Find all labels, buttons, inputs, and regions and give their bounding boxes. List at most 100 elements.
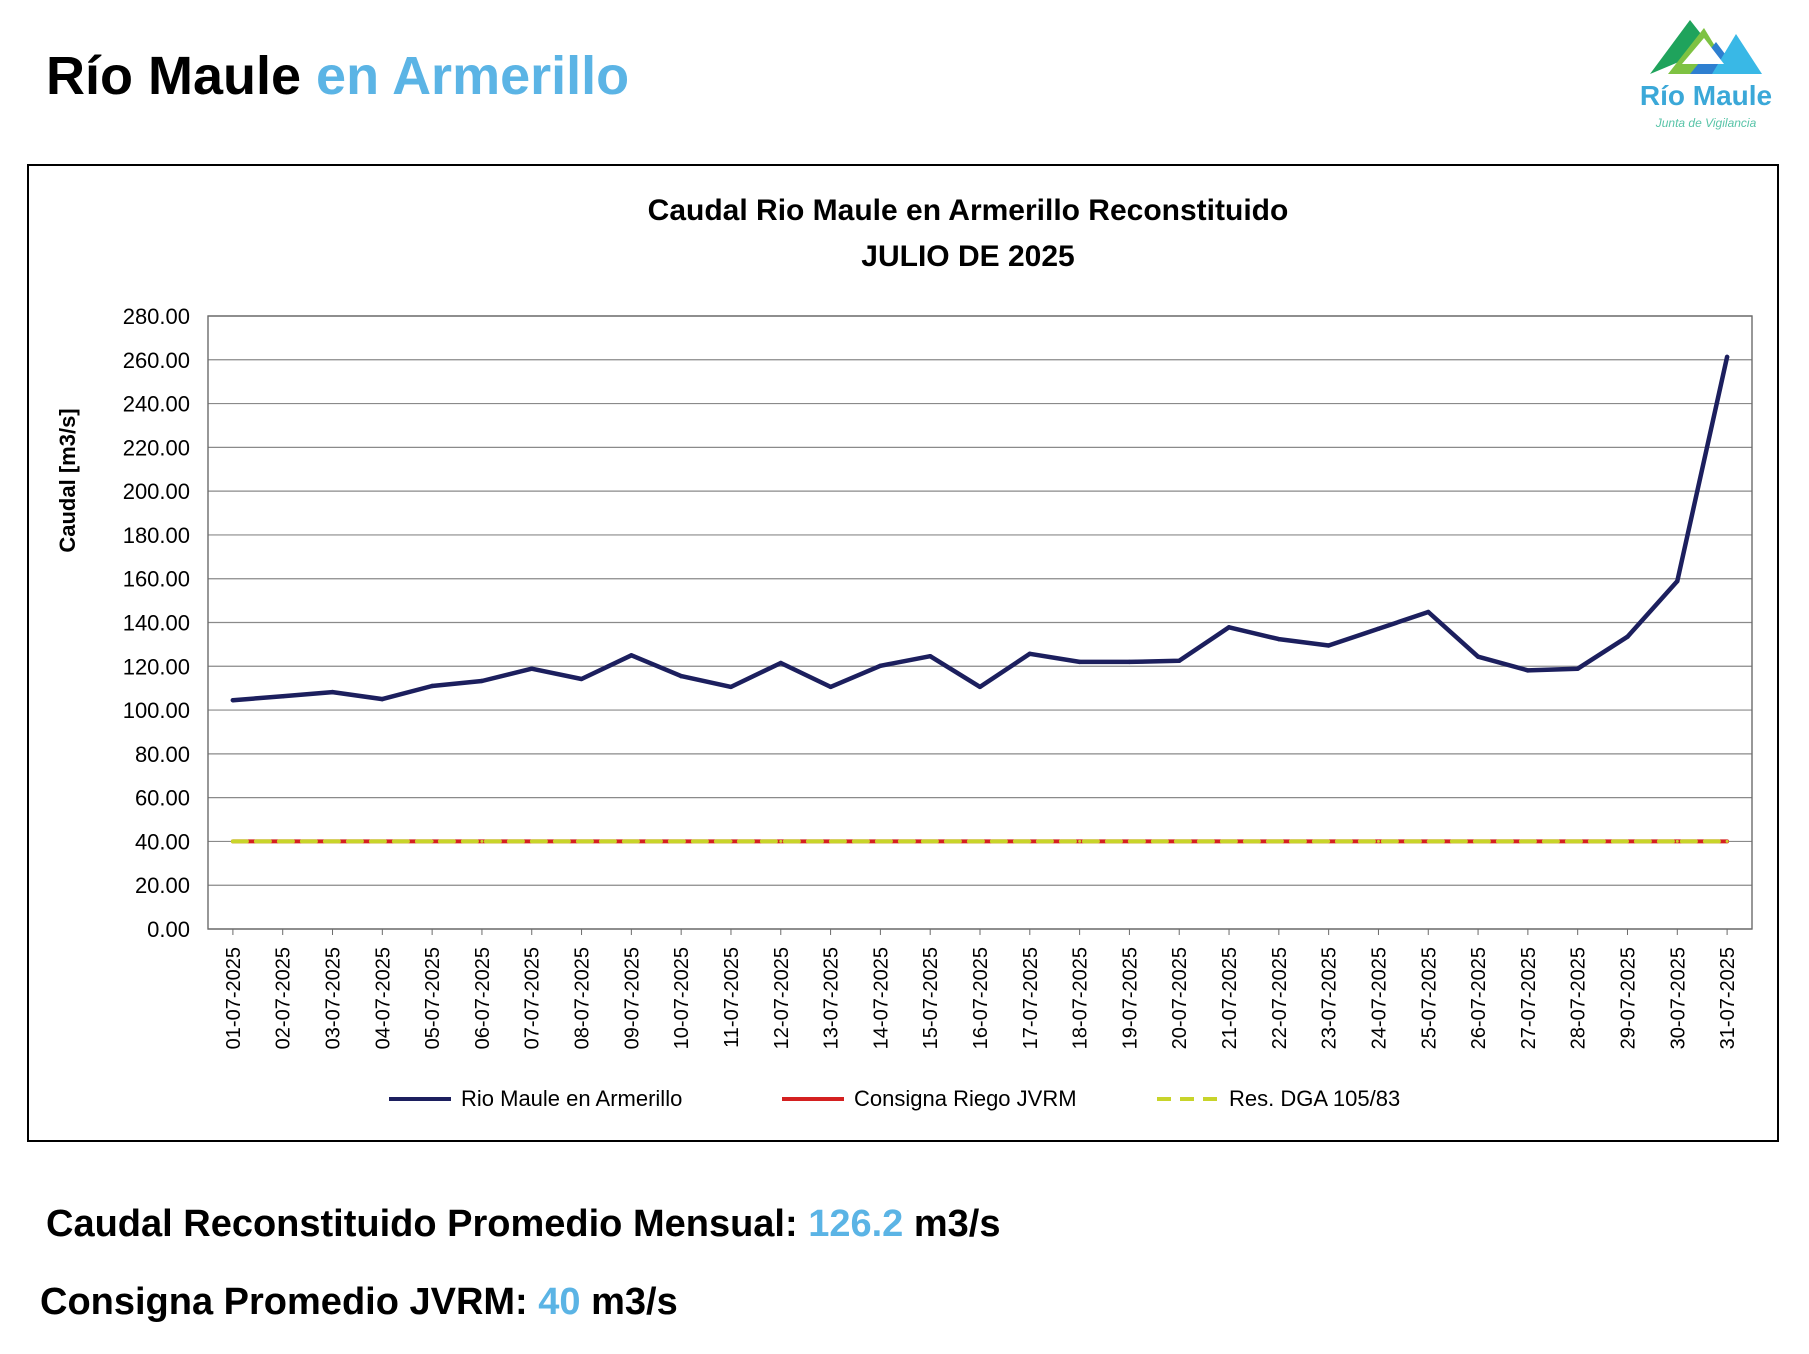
series-1-point bbox=[1127, 659, 1132, 665]
x-tick-label: 17-07-2025 bbox=[1020, 947, 1042, 1049]
series-3-point bbox=[331, 839, 335, 843]
series-3-point bbox=[580, 839, 584, 843]
series-3-point bbox=[829, 839, 833, 843]
series-3-point bbox=[928, 839, 932, 843]
series-1-point bbox=[1326, 643, 1331, 648]
series-1-point bbox=[1575, 666, 1580, 671]
series-1-point bbox=[629, 653, 634, 658]
series-3-point bbox=[1028, 839, 1032, 843]
series-3-point bbox=[1426, 839, 1430, 843]
y-axis-label: Caudal [m3/s] bbox=[55, 408, 80, 552]
chart-container: Caudal Rio Maule en Armerillo Reconstitu… bbox=[27, 164, 1779, 1142]
series-3-point bbox=[1675, 839, 1679, 843]
x-tick-label: 16-07-2025 bbox=[970, 947, 992, 1049]
series-1-point bbox=[230, 698, 236, 703]
series-1-point bbox=[1027, 651, 1033, 657]
series-3-point bbox=[978, 839, 982, 843]
x-tick-label: 22-07-2025 bbox=[1269, 947, 1291, 1049]
series-1-point bbox=[579, 676, 584, 682]
x-tick-label: 07-07-2025 bbox=[522, 947, 544, 1049]
y-tick-label: 220.00 bbox=[123, 435, 190, 460]
consigna-average-value: 40 bbox=[538, 1281, 581, 1323]
series-1-point bbox=[1625, 634, 1630, 639]
series-1-point bbox=[479, 678, 485, 684]
series-1-point bbox=[678, 673, 684, 679]
x-tick-label: 27-07-2025 bbox=[1518, 947, 1540, 1049]
series-1-point bbox=[977, 684, 983, 690]
series-3-point bbox=[430, 839, 434, 843]
y-tick-label: 20.00 bbox=[135, 873, 190, 898]
series-3-point bbox=[281, 839, 285, 843]
series-1-point bbox=[1077, 659, 1082, 665]
x-tick-label: 31-07-2025 bbox=[1717, 947, 1739, 1049]
y-tick-label: 60.00 bbox=[135, 786, 190, 811]
series-3-point bbox=[1327, 839, 1331, 843]
series-1-point bbox=[878, 663, 883, 669]
series-3-point bbox=[1526, 839, 1530, 843]
series-1-point bbox=[1475, 654, 1481, 659]
logo-name: Río Maule bbox=[1639, 80, 1773, 111]
x-tick-label: 04-07-2025 bbox=[372, 947, 394, 1049]
series-3-point bbox=[1227, 839, 1231, 843]
page-title: Río Maule en Armerillo bbox=[46, 40, 629, 112]
x-tick-label: 19-07-2025 bbox=[1119, 947, 1141, 1049]
series-1-point bbox=[1525, 668, 1531, 673]
series-1-point bbox=[1675, 578, 1680, 584]
series-1-point bbox=[1276, 636, 1282, 642]
series-1-point bbox=[1724, 354, 1730, 360]
series-1-point bbox=[280, 694, 285, 699]
series-1-point bbox=[1177, 658, 1182, 664]
consigna-average-unit: m3/s bbox=[591, 1281, 678, 1323]
flow-line-chart: Caudal Rio Maule en Armerillo Reconstitu… bbox=[55, 194, 1753, 1111]
chart-subtitle: JULIO DE 2025 bbox=[861, 240, 1074, 273]
series-3-point bbox=[1277, 839, 1281, 843]
logo-tagline: Junta de Vigilancia bbox=[1655, 116, 1757, 130]
series-1-point bbox=[1376, 626, 1381, 632]
y-tick-label: 160.00 bbox=[123, 567, 190, 592]
x-tick-label: 15-07-2025 bbox=[920, 947, 942, 1049]
monthly-average-summary: Caudal Reconstituido Promedio Mensual: 1… bbox=[46, 1200, 1000, 1248]
x-tick-label: 02-07-2025 bbox=[273, 947, 295, 1049]
series-1-point bbox=[1426, 609, 1431, 615]
x-tick-label: 25-07-2025 bbox=[1418, 947, 1440, 1049]
series-1-point bbox=[778, 660, 783, 666]
monthly-average-unit: m3/s bbox=[913, 1203, 1001, 1245]
series-3-point bbox=[1376, 839, 1380, 843]
y-tick-label: 80.00 bbox=[135, 742, 190, 767]
series-3-point bbox=[480, 839, 484, 843]
series-1-point bbox=[330, 689, 335, 695]
series-3-point bbox=[1078, 839, 1082, 843]
page-title-accent: en Armerillo bbox=[316, 46, 630, 106]
y-tick-label: 240.00 bbox=[123, 392, 190, 417]
y-tick-label: 100.00 bbox=[123, 698, 190, 723]
series-3-point bbox=[729, 839, 733, 843]
y-tick-label: 200.00 bbox=[123, 479, 190, 504]
series-1-point bbox=[1226, 625, 1232, 630]
x-tick-label: 29-07-2025 bbox=[1617, 947, 1639, 1049]
series-line-1 bbox=[230, 354, 1730, 703]
x-tick-label: 21-07-2025 bbox=[1219, 947, 1241, 1049]
series-3-point bbox=[779, 839, 783, 843]
x-tick-label: 10-07-2025 bbox=[671, 947, 693, 1049]
x-tick-label: 24-07-2025 bbox=[1368, 947, 1390, 1049]
series-1-point bbox=[927, 654, 933, 659]
series-3-point bbox=[231, 839, 235, 843]
y-tick-label: 120.00 bbox=[123, 654, 190, 679]
series-3-point bbox=[1576, 839, 1580, 843]
x-tick-label: 11-07-2025 bbox=[721, 947, 743, 1048]
x-tick-label: 23-07-2025 bbox=[1319, 947, 1341, 1049]
consigna-average-label: Consigna Promedio JVRM: bbox=[40, 1281, 528, 1323]
y-tick-label: 140.00 bbox=[123, 611, 190, 636]
x-tick-label: 05-07-2025 bbox=[422, 947, 444, 1049]
series-1-point bbox=[529, 666, 534, 671]
series-1-point bbox=[380, 696, 385, 702]
series-3-point bbox=[1476, 839, 1480, 843]
x-tick-label: 09-07-2025 bbox=[621, 947, 643, 1049]
series-3-point bbox=[1127, 839, 1131, 843]
y-tick-label: 40.00 bbox=[135, 829, 190, 854]
legend-label-1: Rio Maule en Armerillo bbox=[461, 1086, 682, 1111]
series-3-point bbox=[679, 839, 683, 843]
series-1-point bbox=[828, 684, 833, 690]
x-tick-label: 20-07-2025 bbox=[1169, 947, 1191, 1049]
mountain-logo-icon bbox=[1650, 20, 1762, 74]
